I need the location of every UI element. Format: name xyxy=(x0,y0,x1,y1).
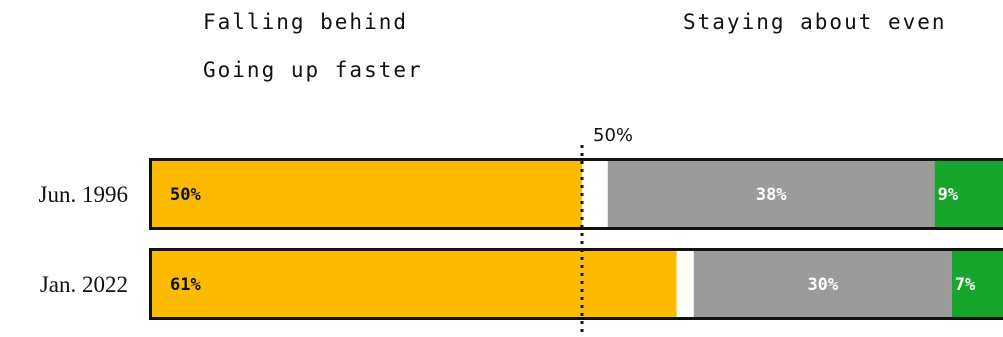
bar-outline-jun-1996 xyxy=(149,158,1003,230)
data-label-falling-behind-jan-2022: 61% xyxy=(170,275,201,295)
bar-segment-don-t-know-jun-1996 xyxy=(582,161,608,227)
data-label-staying-about-even-jan-2022: 30% xyxy=(807,275,838,295)
legend-staying-about-even: Staying about even xyxy=(683,10,947,34)
data-label-going-up-faster-jan-2022: 7% xyxy=(955,275,976,295)
bar-segment-falling-behind-jan-2022 xyxy=(152,251,677,317)
category-label-jan-2022: Jan. 2022 xyxy=(40,272,128,297)
bar-segment-going-up-faster-jun-1996 xyxy=(934,161,1003,227)
legend-falling-behind: Falling behind xyxy=(203,10,409,34)
bar-outline-jan-2022 xyxy=(149,248,1003,320)
category-label-jun-1996: Jun. 1996 xyxy=(39,182,128,207)
bar-segment-staying-about-even-jan-2022 xyxy=(693,251,952,317)
reference-line-label: 50% xyxy=(593,125,633,146)
data-label-going-up-faster-jun-1996: 9% xyxy=(938,185,959,205)
data-label-falling-behind-jun-1996: 50% xyxy=(170,185,201,205)
bar-segment-falling-behind-jun-1996 xyxy=(152,161,582,227)
bar-segment-staying-about-even-jun-1996 xyxy=(607,161,935,227)
bar-segment-don-t-know-jan-2022 xyxy=(676,251,694,317)
legend-going-up-faster: Going up faster xyxy=(203,58,423,82)
data-label-staying-about-even-jun-1996: 38% xyxy=(756,185,787,205)
bar-segment-going-up-faster-jan-2022 xyxy=(951,251,1003,317)
